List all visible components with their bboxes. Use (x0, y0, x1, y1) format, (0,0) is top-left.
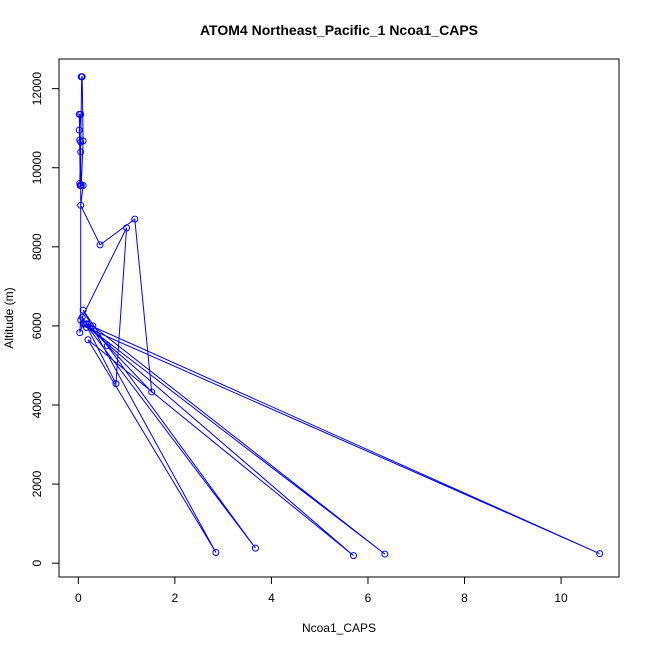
data-point-36 (78, 73, 86, 81)
data-point-30 (75, 126, 83, 134)
data-point-5 (77, 201, 85, 209)
y-tick-label: 8000 (30, 233, 44, 260)
x-tick-label: 4 (268, 591, 275, 605)
y-tick-label: 2000 (30, 470, 44, 497)
y-tick-label: 6000 (30, 312, 44, 339)
data-point-22 (112, 380, 120, 388)
data-point-18 (79, 306, 87, 314)
data-point-4 (79, 182, 87, 190)
x-tick-label: 0 (75, 591, 82, 605)
y-tick-label: 12000 (30, 72, 44, 106)
y-tick-label: 0 (30, 560, 44, 567)
series-line-0 (78, 76, 600, 557)
data-point-28 (77, 148, 85, 156)
data-point-34 (76, 180, 84, 188)
y-tick-label: 4000 (30, 391, 44, 418)
x-axis-label: Ncoa1_CAPS (302, 621, 376, 635)
data-point-35 (77, 138, 85, 146)
data-point-12 (89, 322, 97, 330)
data-point-19 (103, 342, 111, 350)
x-tick-label: 10 (554, 591, 568, 605)
data-point-7 (131, 215, 139, 223)
x-axis: 0 2 4 6 8 10 (75, 576, 568, 605)
series-layer (75, 73, 604, 560)
plot-frame (58, 58, 620, 578)
data-point-17 (212, 548, 220, 556)
x-tick-label: 8 (461, 591, 468, 605)
data-point-6 (96, 241, 104, 249)
data-point-21 (82, 320, 90, 328)
x-tick-label: 6 (365, 591, 372, 605)
data-point-10 (596, 550, 604, 558)
data-point-20 (251, 544, 259, 552)
chart-title: ATOM4 Northeast_Pacific_1 Ncoa1_CAPS (200, 22, 478, 38)
x-tick-label: 2 (172, 591, 179, 605)
data-point-27 (77, 316, 85, 324)
data-point-8 (148, 388, 156, 396)
y-axis-label: Altitude (m) (2, 287, 16, 348)
y-axis: 0 2000 4000 6000 8000 10000 12000 (30, 72, 60, 567)
data-point-15 (349, 552, 357, 560)
data-point-16 (84, 336, 92, 344)
data-point-23 (123, 224, 131, 232)
data-point-26 (76, 329, 84, 337)
data-point-13 (381, 550, 389, 558)
data-point-32 (75, 110, 83, 118)
y-tick-label: 10000 (30, 151, 44, 185)
